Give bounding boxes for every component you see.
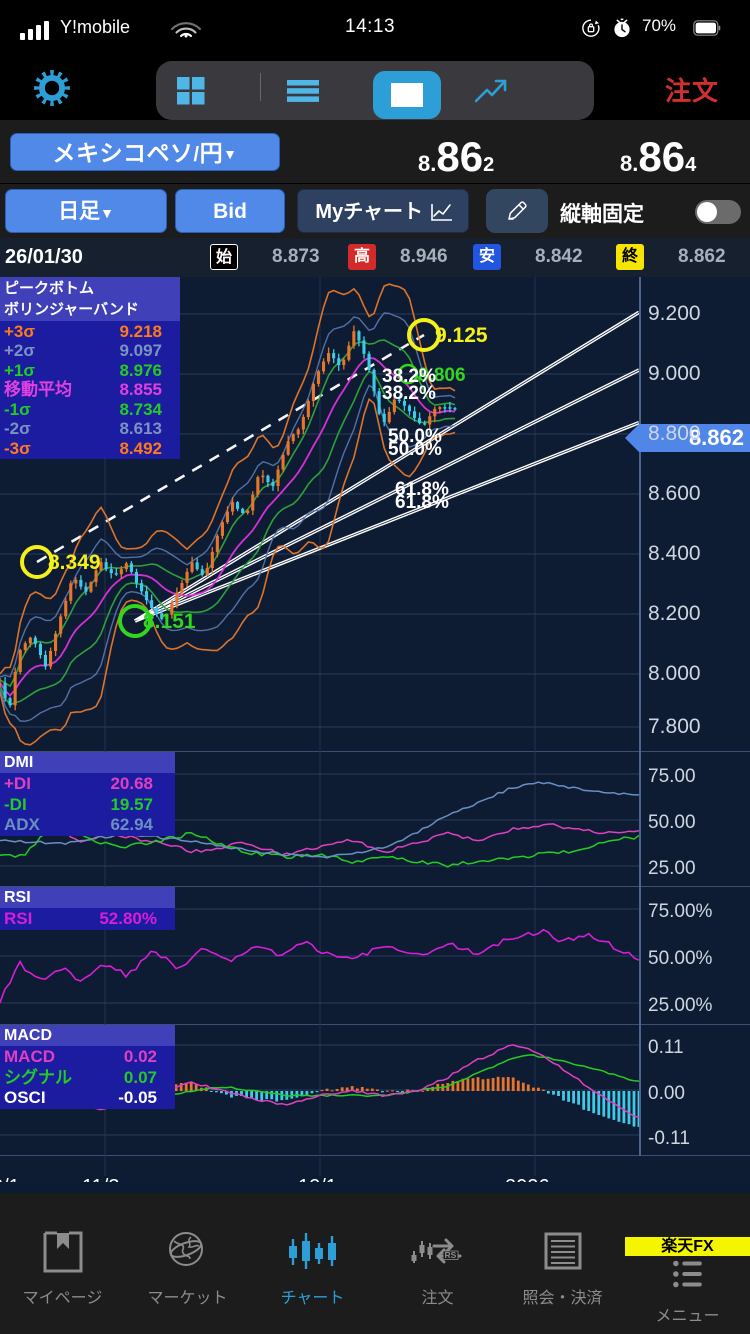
svg-text:61.8%: 61.8% <box>395 492 449 513</box>
svg-text:8.349: 8.349 <box>48 551 101 574</box>
svg-text:50.0%: 50.0% <box>388 439 442 460</box>
svg-text:38.2%: 38.2% <box>382 383 436 404</box>
svg-text:RS: RS <box>444 1250 456 1260</box>
svg-text:8.151: 8.151 <box>143 610 196 633</box>
svg-text:9.125: 9.125 <box>435 324 488 347</box>
